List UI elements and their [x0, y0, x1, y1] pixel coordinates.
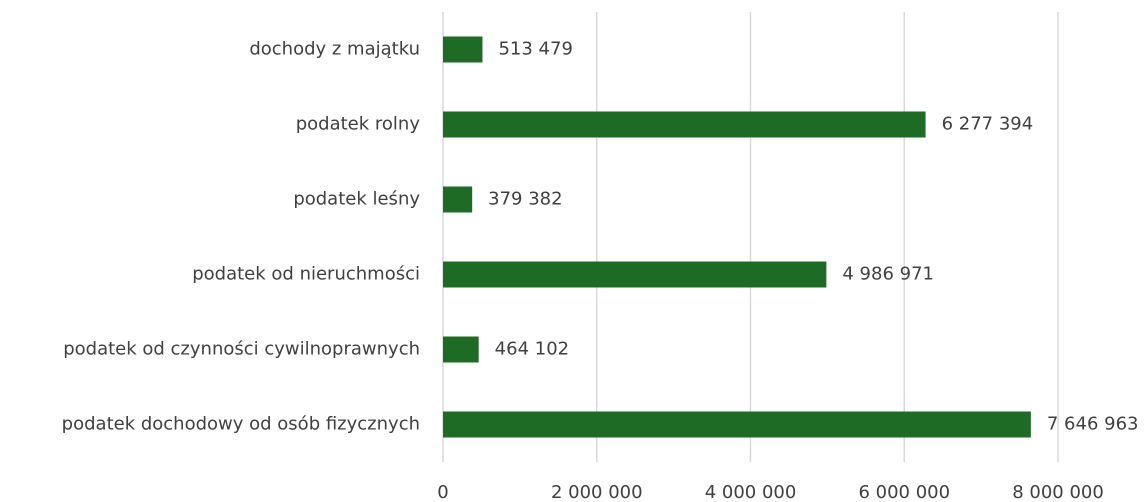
- x-tick-label: 0: [437, 482, 448, 502]
- y-tick-label: podatek leśny: [293, 189, 420, 210]
- y-tick-label: podatek od nieruchmości: [192, 264, 420, 285]
- data-label: 464 102: [495, 339, 569, 360]
- bar: [443, 336, 479, 363]
- x-tick-label: 2 000 000: [551, 482, 643, 502]
- data-label: 513 479: [498, 39, 572, 60]
- bar: [443, 411, 1031, 438]
- bar: [443, 111, 926, 138]
- data-label: 4 986 971: [842, 264, 934, 285]
- bar: [443, 36, 483, 63]
- data-label: 7 646 963: [1047, 414, 1139, 435]
- y-tick-label: podatek od czynności cywilnoprawnych: [63, 339, 420, 360]
- y-tick-label: podatek dochodowy od osób fizycznych: [62, 414, 420, 435]
- x-tick-label: 6 000 000: [858, 482, 950, 502]
- data-label: 6 277 394: [942, 114, 1034, 135]
- data-label: 379 382: [488, 189, 562, 210]
- y-tick-label: dochody z majątku: [249, 39, 420, 60]
- y-tick-label: podatek rolny: [296, 114, 421, 135]
- bar: [443, 261, 827, 288]
- x-tick-label: 8 000 000: [1012, 482, 1104, 502]
- bar: [443, 186, 473, 213]
- x-tick-label: 4 000 000: [705, 482, 797, 502]
